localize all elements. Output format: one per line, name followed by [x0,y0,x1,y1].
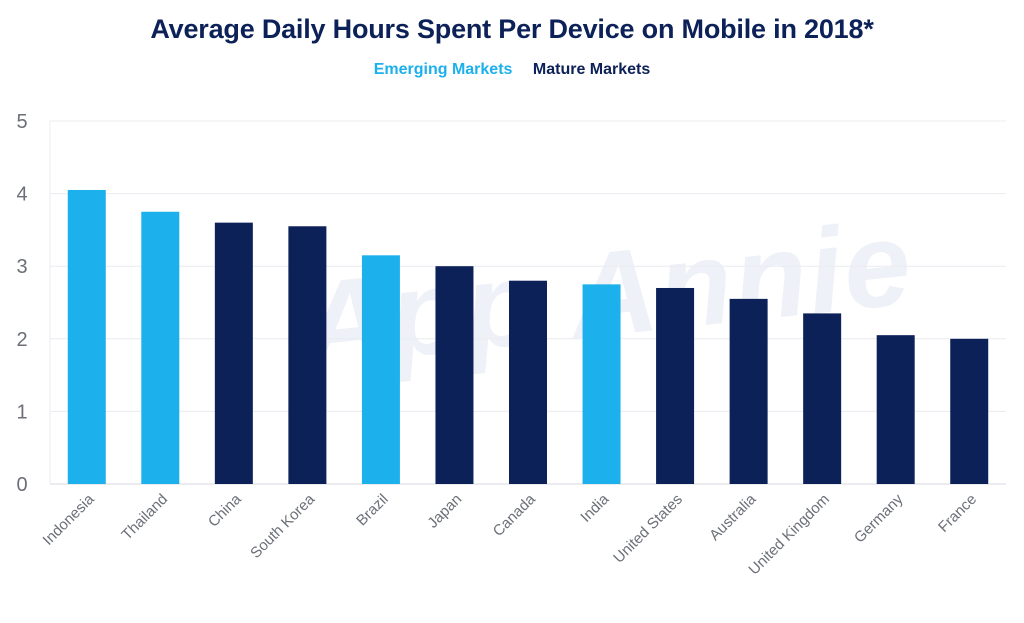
bar-south-korea [288,226,327,484]
y-tick-label: 5 [16,111,27,133]
bar-australia [729,298,768,484]
x-tick-label: Germany [851,490,907,546]
legend-emerging: Emerging Markets [373,61,513,78]
bar-japan [435,266,474,484]
y-tick-label: 4 [16,184,27,206]
x-tick-label: Brazil [353,491,392,530]
x-tick-label: United Kingdom [745,491,832,578]
bar-brazil [361,255,400,484]
y-tick-label: 1 [16,401,27,423]
x-tick-label: Canada [490,490,540,540]
x-tick-label: Japan [424,491,465,532]
bar-indonesia [67,189,106,484]
bar-india [582,284,621,484]
x-tick-label: China [205,490,245,530]
legend: Emerging Markets Mature Markets [0,61,1024,79]
y-tick-label: 0 [16,474,27,496]
x-tick-label: Indonesia [40,490,98,548]
x-tick-label: South Korea [247,490,318,561]
y-tick-label: 2 [16,329,27,351]
bar-germany [876,335,915,484]
bar-france [950,338,989,484]
x-tick-label: United States [610,491,686,567]
chart-title: Average Daily Hours Spent Per Device on … [150,14,874,44]
x-tick-label: France [935,491,980,536]
x-tick-label: Australia [706,490,760,544]
bar-united-kingdom [803,313,842,484]
bar-thailand [141,211,180,484]
x-tick-label: India [577,490,612,525]
bar-united-states [656,287,695,484]
legend-mature: Mature Markets [532,61,651,78]
bar-canada [509,280,547,484]
bar-china [214,222,253,484]
y-tick-label: 3 [16,256,27,278]
x-tick-label: Thailand [118,491,171,544]
